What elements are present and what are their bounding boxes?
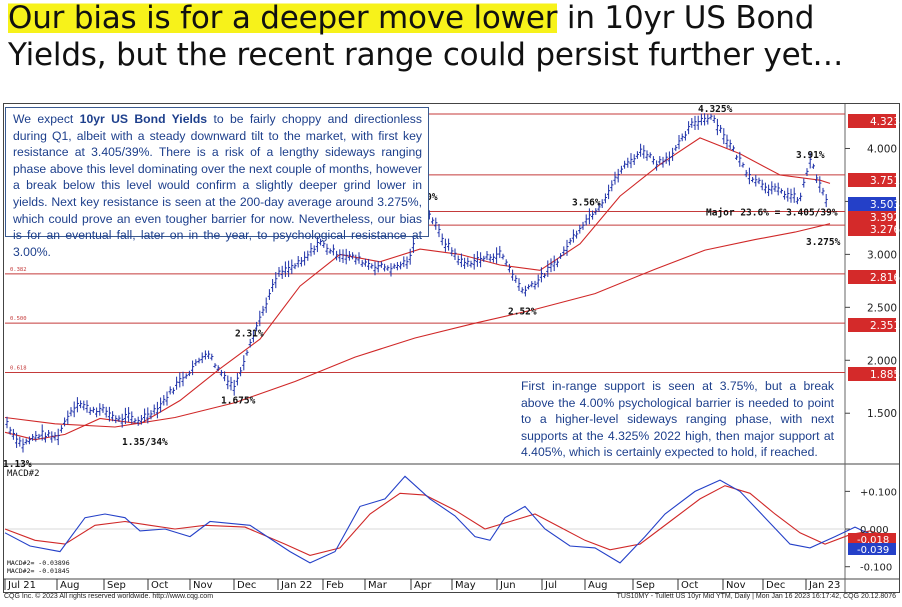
footer-copyright: CQG Inc. © 2023 All rights reserved worl… <box>4 593 214 600</box>
price-annotation: 2.31% <box>235 329 264 340</box>
macd-title: MACD#2 <box>7 469 40 479</box>
macd-line <box>4 475 886 564</box>
time-label: Sep <box>636 580 655 591</box>
price-tick-label: 3.000 <box>867 249 897 261</box>
level-badge-label: 3.392 <box>870 212 900 224</box>
macd-badge <box>848 533 896 545</box>
current-price-badge-label: 3.503 <box>870 199 900 211</box>
footer-source: TUS10MY - Tullett US 10yr Mid YTM, Daily… <box>616 593 896 600</box>
time-label: Aug <box>588 580 608 591</box>
price-tick-label: 2.000 <box>867 355 897 367</box>
macd-tick-label: -0.100 <box>860 563 892 574</box>
time-label: Dec <box>766 580 785 591</box>
headline-line-1: Our bias is for a deeper move lower in 1… <box>8 0 898 37</box>
time-label: Oct <box>151 580 168 591</box>
macd-badge-label: -0.018 <box>857 535 889 546</box>
level-annotation: Major 23.6% = 3.405/39% <box>706 207 838 218</box>
time-label: Jan 23 <box>808 580 840 591</box>
time-label: Apr <box>414 580 432 591</box>
fib-label: 0.382 <box>10 267 27 273</box>
moving-average-short <box>4 137 831 441</box>
time-label: Aug <box>60 580 80 591</box>
headline-line-1-rest: in 10yr US Bond <box>557 0 815 36</box>
time-label: Feb <box>326 580 344 591</box>
macd-legend-entry: MACD#2= -0.01845 <box>7 567 70 575</box>
time-label: Jun <box>499 580 516 591</box>
time-label: Jul <box>544 580 557 591</box>
level-badge <box>848 114 896 128</box>
current-price-badge <box>848 197 896 211</box>
level-badge-label: 1.885 <box>870 369 900 381</box>
level-badge <box>848 222 896 236</box>
level-badge-label: 3.276 <box>870 224 900 236</box>
time-label: Jul 21 <box>7 580 36 591</box>
level-badge-label: 2.351 <box>870 320 900 332</box>
time-label: Oct <box>681 580 698 591</box>
level-badge-label: 4.323 <box>870 116 900 128</box>
price-annotation: 3.91% <box>796 150 825 161</box>
price-annotation: 1.675% <box>221 395 256 406</box>
macd-badge-label: -0.039 <box>857 545 889 556</box>
time-label: Nov <box>726 580 746 591</box>
level-badge <box>848 173 896 187</box>
time-label: Dec <box>237 580 256 591</box>
price-tick-label: 2.500 <box>867 302 897 314</box>
price-tick-label: 4.000 <box>867 143 897 155</box>
headline-line-2: Yields, but the recent range could persi… <box>8 37 844 73</box>
time-label: May <box>455 580 476 591</box>
level-annotation: 3.275% <box>806 237 841 248</box>
price-annotation: 2.52% <box>508 307 537 318</box>
level-badge <box>848 367 896 381</box>
time-label: Mar <box>368 580 388 591</box>
time-label: Nov <box>193 580 213 591</box>
level-badge-label: 2.816 <box>870 272 900 284</box>
commentary-top-body: to be fairly choppy and directionless du… <box>13 112 422 259</box>
level-badge <box>848 270 896 284</box>
commentary-top-subject: 10yr US Bond Yields <box>79 112 208 126</box>
macd-badge <box>848 543 896 555</box>
headline-highlight: Our bias is for a deeper move lower <box>8 0 558 36</box>
fib-label: 0.500 <box>10 316 27 322</box>
price-annotation: 4.325% <box>698 104 733 115</box>
moving-average-200 <box>4 223 831 428</box>
price-tick-label: 1.500 <box>867 408 897 420</box>
time-label: Sep <box>107 580 126 591</box>
level-badge <box>848 210 896 224</box>
level-badge-label: 3.751 <box>870 175 900 187</box>
price-annotation: 3.56% <box>572 197 601 208</box>
price-annotation: 1.13% <box>3 459 32 470</box>
chart-frame <box>3 103 900 593</box>
macd-signal-line <box>4 485 886 556</box>
commentary-top-intro: We expect <box>13 112 80 126</box>
macd-legend-entry: MACD#2= -0.03896 <box>7 559 70 567</box>
time-label: Jan 22 <box>280 580 312 591</box>
macd-tick-label: 0.000 <box>860 525 889 536</box>
commentary-top: We expect 10yr US Bond Yields to be fair… <box>5 107 429 259</box>
price-annotation: 1.35/34% <box>122 437 168 448</box>
macd-tick-label: +0.100 <box>860 487 897 498</box>
fib-label: 0.618 <box>10 365 27 371</box>
headline: Our bias is for a deeper move lower in 1… <box>8 0 898 74</box>
commentary-bottom: First in-range support is seen at 3.75%,… <box>521 378 834 460</box>
level-badge <box>848 318 896 332</box>
